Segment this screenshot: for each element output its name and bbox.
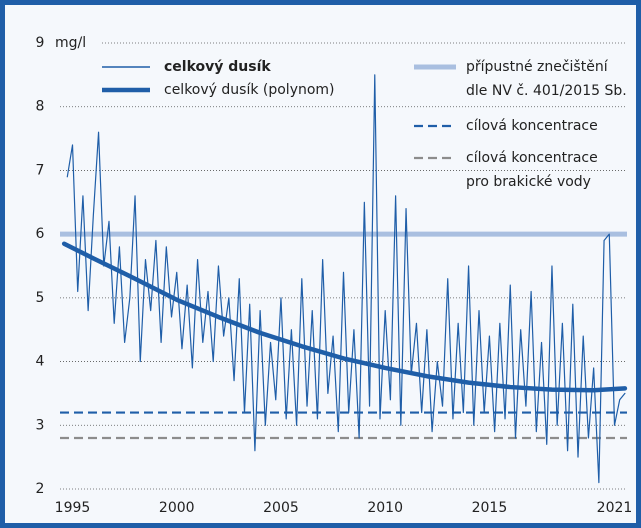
x-tick-label: 2021 xyxy=(597,500,633,516)
y-tick-label: 9 xyxy=(36,35,45,51)
y-unit: mg/l xyxy=(55,35,86,51)
data-line xyxy=(66,74,626,484)
x-tick-label: 2015 xyxy=(472,500,508,516)
y-tick-label: 3 xyxy=(36,417,45,433)
x-tick-label: 2000 xyxy=(159,500,195,516)
y-tick-label: 4 xyxy=(36,354,45,370)
x-tick-label: 2010 xyxy=(367,500,403,516)
legend-label: cílová koncentrace pro brakické vody xyxy=(466,150,598,190)
trend-line xyxy=(61,241,628,393)
legend-label: celkový dusík xyxy=(164,59,271,75)
legend-label: celkový dusík (polynom) xyxy=(164,82,335,98)
y-tick-label: 2 xyxy=(36,481,45,497)
legend-label: cílová koncentrace xyxy=(466,118,598,134)
y-tick-label: 8 xyxy=(36,99,45,115)
x-tick-label: 1995 xyxy=(55,500,91,516)
legend-label: přípustné znečištění dle NV č. 401/2015 … xyxy=(466,59,627,99)
y-tick-label: 7 xyxy=(36,162,45,178)
y-tick-label: 5 xyxy=(36,290,45,306)
x-tick-label: 2005 xyxy=(263,500,299,516)
y-tick-label: 6 xyxy=(36,226,45,242)
